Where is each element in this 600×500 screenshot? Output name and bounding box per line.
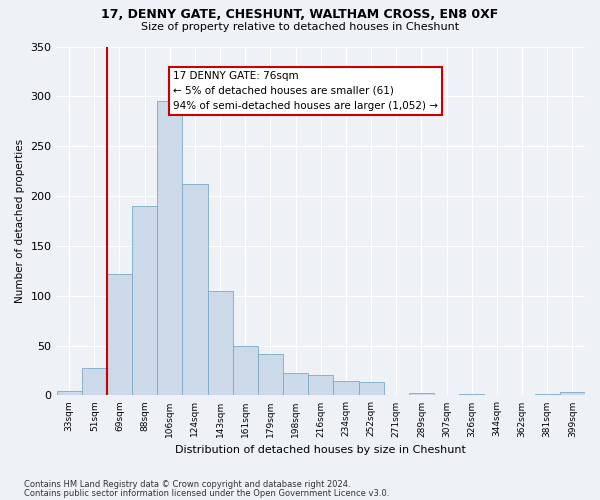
Bar: [82, 368, 107, 396]
Text: Size of property relative to detached houses in Cheshunt: Size of property relative to detached ho…: [141, 22, 459, 32]
Bar: [258, 354, 283, 396]
Bar: [308, 376, 334, 396]
Bar: [459, 394, 484, 396]
X-axis label: Distribution of detached houses by size in Cheshunt: Distribution of detached houses by size …: [175, 445, 466, 455]
Bar: [56, 392, 82, 396]
Bar: [560, 392, 585, 396]
Bar: [283, 374, 308, 396]
Text: 17, DENNY GATE, CHESHUNT, WALTHAM CROSS, EN8 0XF: 17, DENNY GATE, CHESHUNT, WALTHAM CROSS,…: [101, 8, 499, 20]
Bar: [208, 291, 233, 396]
Bar: [107, 274, 132, 396]
Bar: [535, 394, 560, 396]
Bar: [233, 346, 258, 396]
Text: Contains HM Land Registry data © Crown copyright and database right 2024.: Contains HM Land Registry data © Crown c…: [24, 480, 350, 489]
Bar: [157, 102, 182, 396]
Bar: [409, 394, 434, 396]
Bar: [182, 184, 208, 396]
Text: Contains public sector information licensed under the Open Government Licence v3: Contains public sector information licen…: [24, 488, 389, 498]
Text: 17 DENNY GATE: 76sqm
← 5% of detached houses are smaller (61)
94% of semi-detach: 17 DENNY GATE: 76sqm ← 5% of detached ho…: [173, 71, 438, 110]
Y-axis label: Number of detached properties: Number of detached properties: [15, 139, 25, 303]
Bar: [359, 382, 383, 396]
Bar: [334, 382, 359, 396]
Bar: [132, 206, 157, 396]
